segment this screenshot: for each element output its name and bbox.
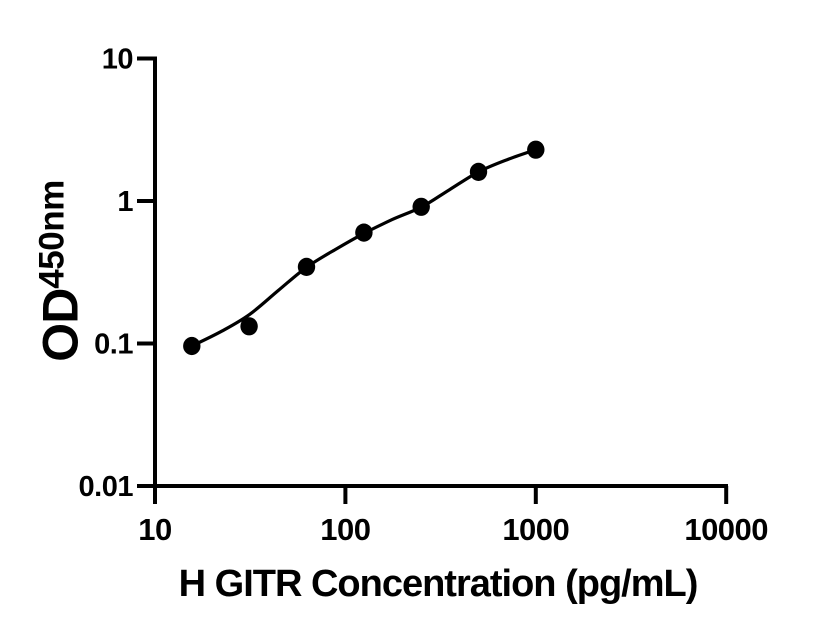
- data-point-4: [355, 223, 373, 242]
- data-point-2: [240, 317, 258, 336]
- x-tick-label-100: 100: [320, 512, 370, 547]
- data-point-6: [469, 162, 488, 181]
- x-tick-label-10: 10: [138, 512, 171, 547]
- y-axis-title: OD450nm: [32, 180, 89, 362]
- y-axis-title-subscript: 450nm: [32, 180, 72, 289]
- x-axis-title: H GITR Concentration (pg/mL): [178, 563, 699, 605]
- data-point-5: [412, 197, 430, 216]
- data-point-1: [183, 336, 201, 356]
- data-point-3: [297, 257, 316, 276]
- fit-curve: [190, 148, 538, 348]
- y-tick-label-10: 10: [102, 44, 133, 76]
- y-tick-label-0.1: 0.1: [94, 329, 133, 361]
- x-axis-title-text: H GITR Concentration (pg/mL): [178, 563, 699, 605]
- y-axis-title-main: OD: [32, 288, 89, 362]
- x-tick-label-1000: 1000: [502, 512, 569, 547]
- y-tick-label-0.01: 0.01: [79, 471, 134, 503]
- y-tick-label-1: 1: [117, 186, 133, 218]
- data-point-7: [527, 140, 545, 159]
- x-tick-label-10000: 10000: [684, 512, 768, 547]
